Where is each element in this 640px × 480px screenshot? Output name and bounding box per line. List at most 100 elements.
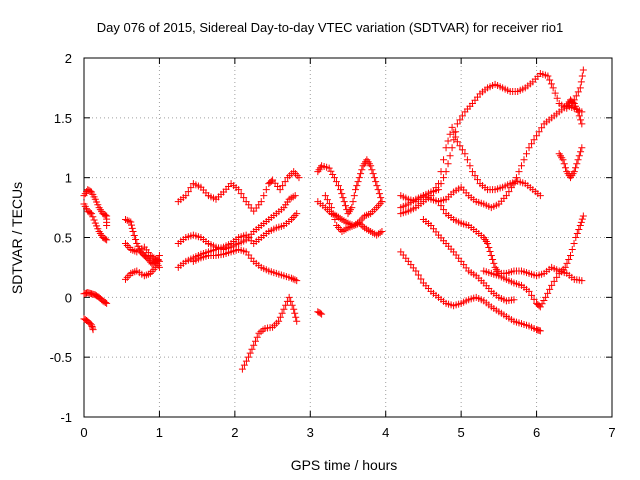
- data-point-marker: [487, 251, 495, 259]
- data-point-marker: [547, 80, 555, 88]
- data-point-marker: [121, 216, 129, 224]
- x-axis-label: GPS time / hours: [291, 457, 398, 473]
- data-point-marker: [456, 116, 464, 124]
- data-point-marker: [350, 222, 358, 230]
- data-point-marker: [325, 164, 333, 172]
- x-tick-label: 1: [156, 425, 163, 440]
- data-point-marker: [440, 174, 448, 182]
- data-point-marker: [187, 184, 195, 192]
- series-s2: [80, 200, 111, 244]
- y-tick-label: 1.5: [54, 111, 72, 126]
- series-s10: [174, 210, 301, 271]
- series-s1: [80, 186, 111, 230]
- data-point-marker: [279, 182, 287, 190]
- data-point-marker: [517, 162, 525, 170]
- data-point-marker: [276, 313, 284, 321]
- data-point-marker: [412, 267, 420, 275]
- data-point-marker: [325, 200, 333, 208]
- y-tick-label: -1: [60, 410, 72, 425]
- data-point-marker: [525, 287, 533, 295]
- data-point-marker: [327, 204, 335, 212]
- data-point-marker: [358, 166, 366, 174]
- data-point-marker: [471, 172, 479, 180]
- data-point-marker: [88, 321, 96, 329]
- data-point-marker: [579, 212, 587, 220]
- series-s7: [121, 251, 163, 283]
- data-point-marker: [568, 245, 576, 253]
- data-point-marker: [538, 300, 546, 308]
- data-point-marker: [130, 232, 138, 240]
- y-axis-label: SDTVAR / TECUs: [9, 182, 25, 294]
- data-point-marker: [551, 89, 559, 97]
- data-point-marker: [359, 222, 367, 230]
- data-point-marker: [357, 221, 365, 229]
- x-tick-label: 0: [80, 425, 87, 440]
- data-point-marker: [484, 239, 492, 247]
- series-s12: [238, 293, 301, 373]
- data-point-marker: [285, 293, 293, 301]
- data-point-marker: [253, 333, 261, 341]
- x-tick-label: 2: [231, 425, 238, 440]
- series-s6: [121, 239, 163, 265]
- data-point-marker: [530, 136, 538, 144]
- data-point-marker: [374, 186, 382, 194]
- grid-lines: [84, 58, 612, 417]
- data-point-marker: [448, 144, 456, 152]
- data-point-marker: [349, 198, 357, 206]
- data-point-marker: [86, 209, 94, 217]
- data-point-marker: [235, 186, 243, 194]
- data-point-marker: [473, 176, 481, 184]
- data-point-marker: [289, 275, 297, 283]
- data-point-marker: [237, 190, 245, 198]
- data-point-marker: [334, 182, 342, 190]
- data-point-marker: [573, 160, 581, 168]
- data-point-marker: [572, 234, 580, 241]
- data-point-marker: [278, 309, 286, 317]
- data-point-marker: [536, 192, 544, 200]
- data-point-marker: [101, 211, 109, 219]
- data-point-marker: [330, 174, 338, 182]
- data-point-marker: [440, 206, 448, 214]
- data-point-marker: [578, 215, 586, 223]
- y-tick-label: -0.5: [50, 350, 72, 365]
- data-point-marker: [572, 92, 580, 100]
- data-point-marker: [280, 305, 288, 313]
- series-s16: [321, 192, 386, 239]
- data-point-marker: [446, 152, 454, 160]
- data-point-marker: [88, 210, 96, 218]
- data-point-marker: [336, 214, 344, 222]
- data-point-marker: [321, 192, 329, 200]
- data-point-marker: [354, 220, 362, 228]
- data-point-marker: [570, 239, 578, 247]
- data-point-marker: [352, 186, 360, 194]
- data-point-marker: [528, 140, 536, 148]
- data-point-marker: [550, 277, 558, 285]
- data-point-marker: [575, 226, 583, 234]
- data-point-marker: [502, 192, 510, 200]
- data-point-marker: [103, 299, 111, 307]
- data-point-marker: [452, 133, 460, 141]
- data-point-marker: [101, 235, 109, 243]
- data-point-marker: [240, 194, 248, 202]
- data-point-marker: [444, 137, 452, 145]
- data-point-marker: [536, 327, 544, 335]
- series-s23: [480, 212, 587, 311]
- data-point-marker: [132, 235, 140, 243]
- data-point-marker: [318, 310, 326, 318]
- data-point-marker: [458, 112, 466, 120]
- data-point-marker: [435, 198, 443, 206]
- data-point-marker: [453, 120, 461, 128]
- data-point-marker: [373, 231, 381, 239]
- data-point-marker: [572, 164, 580, 172]
- data-point-marker: [520, 156, 528, 164]
- data-point-marker: [548, 281, 556, 289]
- data-point-marker: [374, 230, 382, 238]
- data-point-marker: [128, 221, 136, 229]
- data-point-marker: [154, 255, 162, 263]
- data-point-marker: [466, 162, 474, 170]
- data-point-marker: [375, 190, 383, 198]
- series-s4: [80, 315, 97, 334]
- data-point-marker: [348, 204, 356, 212]
- y-tick-label: 1: [65, 171, 72, 186]
